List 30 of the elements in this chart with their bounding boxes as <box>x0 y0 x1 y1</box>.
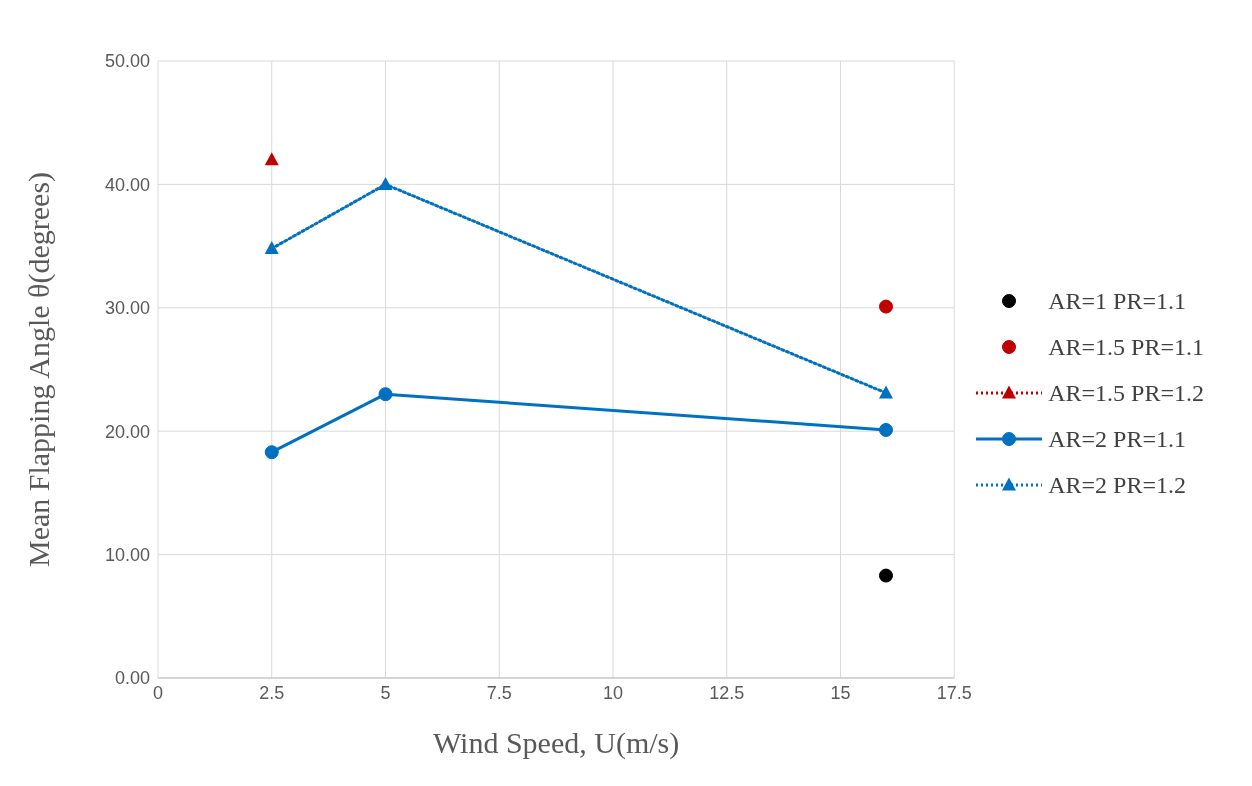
legend-label: AR=1 PR=1.1 <box>1048 287 1186 315</box>
point <box>264 241 279 255</box>
point <box>878 568 893 583</box>
x-tick-label: 7.5 <box>486 682 512 703</box>
y-axis-title: Mean Flapping Angle θ(degrees) <box>21 171 56 568</box>
legend-label: AR=2 PR=1.2 <box>1048 471 1186 499</box>
point <box>264 445 279 460</box>
x-tick-label: 15 <box>830 682 851 703</box>
point <box>878 299 893 314</box>
y-tick-label: 20.00 <box>104 421 150 442</box>
point <box>264 152 279 166</box>
x-tick-label: 10 <box>602 682 624 703</box>
y-tick-label: 30.00 <box>104 298 150 319</box>
x-tick-label: 5 <box>380 682 391 703</box>
x-tick-label: 0 <box>152 682 164 703</box>
legend-label: AR=1.5 PR=1.1 <box>1048 333 1204 361</box>
legend-label: AR=1.5 PR=1.2 <box>1048 379 1204 407</box>
x-axis-title: Wind Speed, U(m/s) <box>432 726 680 760</box>
legend-label: AR=2 PR=1.1 <box>1048 425 1186 453</box>
point <box>878 385 893 399</box>
x-tick-label: 12.5 <box>709 682 745 703</box>
point <box>878 422 893 437</box>
point <box>378 176 393 190</box>
x-tick-label: 2.5 <box>259 682 285 703</box>
y-tick-label: 0.00 <box>114 668 150 689</box>
x-tick-label: 17.5 <box>936 682 972 703</box>
point <box>378 387 393 402</box>
y-tick-label: 40.00 <box>104 174 150 195</box>
y-tick-label: 50.00 <box>104 51 150 72</box>
y-tick-label: 10.00 <box>104 544 150 565</box>
